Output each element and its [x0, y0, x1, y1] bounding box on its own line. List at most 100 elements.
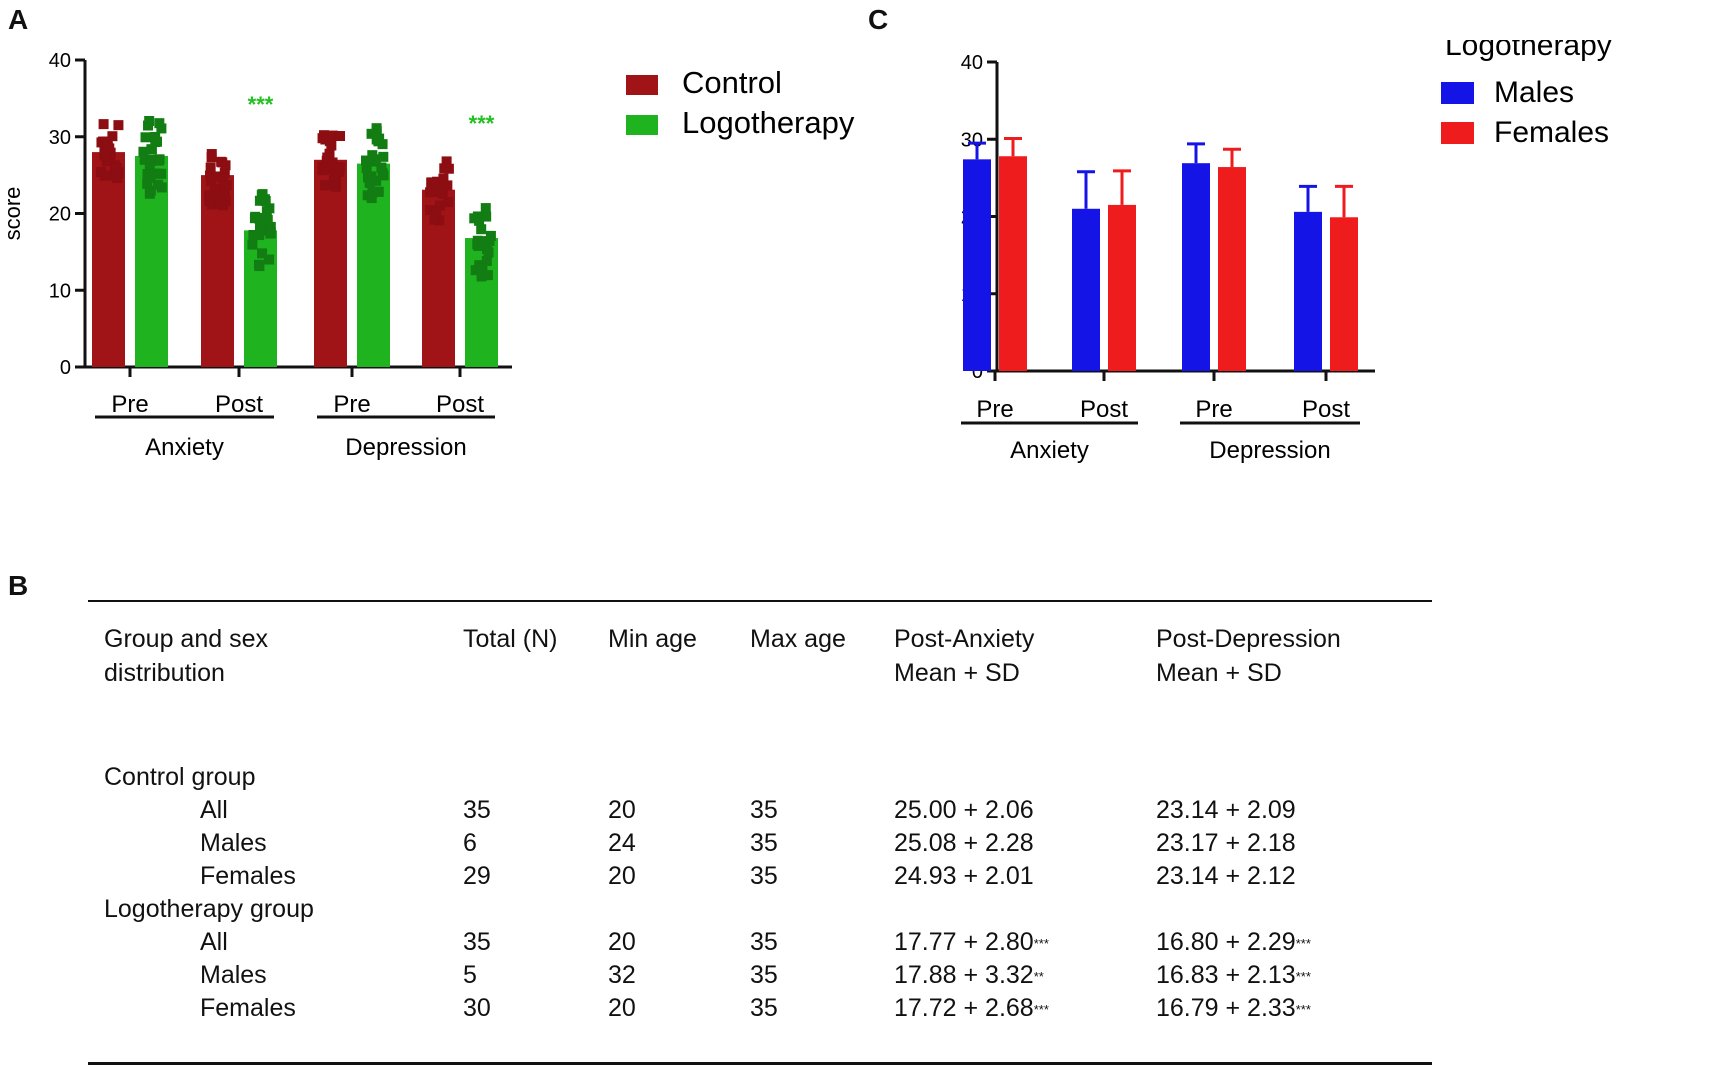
- significance-superscript: ***: [1033, 936, 1049, 951]
- data-point: [95, 166, 106, 177]
- table-row-name: Males: [200, 961, 267, 989]
- data-point: [261, 206, 272, 217]
- data-point: [146, 144, 157, 155]
- data-point: [378, 151, 389, 162]
- column-header: Post-Anxiety: [894, 625, 1035, 653]
- data-point: [476, 224, 487, 235]
- x-group-label: Anxiety: [1010, 437, 1089, 464]
- y-tick-label: 40: [961, 52, 983, 74]
- data-point: [435, 184, 446, 195]
- data-point: [335, 131, 346, 142]
- data-point: [262, 215, 273, 226]
- cell-post-anxiety: 17.88 + 3.32**: [894, 961, 1044, 989]
- data-point: [107, 131, 118, 142]
- table-row-name: Males: [200, 829, 267, 857]
- data-point: [255, 225, 266, 236]
- data-point: [215, 199, 226, 210]
- cell-post-anxiety: 25.08 + 2.28: [894, 829, 1034, 857]
- data-point: [221, 180, 232, 191]
- cell-post-depression: 16.79 + 2.33***: [1156, 994, 1311, 1022]
- legend-label-females: Females: [1494, 116, 1609, 149]
- data-point: [154, 118, 165, 129]
- data-point: [366, 171, 377, 182]
- data-point: [485, 230, 496, 241]
- cell-min-age: 20: [608, 994, 636, 1022]
- data-point: [206, 152, 217, 163]
- data-point: [265, 227, 276, 238]
- data-point: [324, 136, 335, 147]
- bar-control: [92, 152, 125, 367]
- y-axis-title: score: [0, 187, 25, 241]
- data-point: [377, 139, 388, 150]
- cell-min-age: 20: [608, 796, 636, 824]
- data-point: [248, 229, 259, 240]
- data-point: [481, 211, 492, 222]
- data-point: [361, 163, 372, 174]
- data-point: [427, 178, 438, 189]
- table-group-label: Logotherapy group: [104, 895, 314, 923]
- cell-max-age: 35: [750, 829, 778, 857]
- legend-swatch-males: [1441, 82, 1474, 104]
- data-point: [220, 196, 231, 207]
- data-point: [260, 196, 271, 207]
- bar-males: [1294, 211, 1322, 371]
- data-point: [360, 155, 371, 166]
- significance-marker: ***: [469, 111, 495, 136]
- legend-label-males: Males: [1494, 76, 1574, 109]
- legend-title: Logotherapy: [1445, 40, 1612, 62]
- data-point: [373, 186, 384, 197]
- legend-swatch-females: [1441, 122, 1474, 144]
- significance-marker: ***: [248, 92, 274, 117]
- table-bottom-rule: [88, 1062, 1432, 1065]
- significance-superscript: **: [1033, 969, 1044, 984]
- data-point: [205, 162, 216, 173]
- cell-post-depression: 16.83 + 2.13***: [1156, 961, 1311, 989]
- data-point: [438, 173, 449, 184]
- significance-superscript: ***: [1295, 1002, 1311, 1017]
- data-point: [218, 173, 229, 184]
- data-point: [254, 195, 265, 206]
- bar-logotherapy: [465, 238, 498, 367]
- data-point: [206, 176, 217, 187]
- column-header: Min age: [608, 625, 697, 653]
- data-point: [219, 167, 230, 178]
- data-point: [98, 119, 109, 130]
- data-point: [204, 190, 215, 201]
- data-point: [102, 140, 113, 151]
- cell-total: 29: [463, 862, 491, 890]
- cell-max-age: 35: [750, 961, 778, 989]
- data-point: [321, 164, 332, 175]
- data-point: [364, 177, 375, 188]
- column-header: Mean + SD: [1156, 659, 1282, 687]
- data-point: [327, 157, 338, 168]
- data-point: [366, 128, 377, 139]
- bar-control: [314, 159, 347, 367]
- data-point: [101, 156, 112, 167]
- cell-post-depression: 16.80 + 2.29***: [1156, 928, 1311, 956]
- data-point: [205, 195, 216, 206]
- data-point: [154, 154, 165, 165]
- data-point: [425, 187, 436, 198]
- data-point: [216, 156, 227, 167]
- table-row-name: Females: [200, 862, 296, 890]
- cell-max-age: 35: [750, 862, 778, 890]
- y-tick-label: 30: [961, 129, 983, 151]
- data-point: [327, 130, 338, 141]
- data-point: [143, 120, 154, 131]
- data-point: [371, 123, 382, 134]
- y-tick-label: 0: [972, 361, 983, 383]
- significance-superscript: ***: [1033, 1002, 1049, 1017]
- data-point: [265, 221, 276, 232]
- data-point: [378, 170, 389, 181]
- data-point: [477, 269, 488, 280]
- data-point: [219, 186, 230, 197]
- cell-min-age: 20: [608, 862, 636, 890]
- data-point: [144, 188, 155, 199]
- x-tick-label: Post: [436, 391, 484, 418]
- legend-label-control: Control: [682, 65, 782, 100]
- data-point: [112, 172, 123, 183]
- data-point: [482, 270, 493, 281]
- x-tick-label: Post: [1080, 396, 1128, 423]
- data-point: [473, 240, 484, 251]
- data-point: [145, 172, 156, 183]
